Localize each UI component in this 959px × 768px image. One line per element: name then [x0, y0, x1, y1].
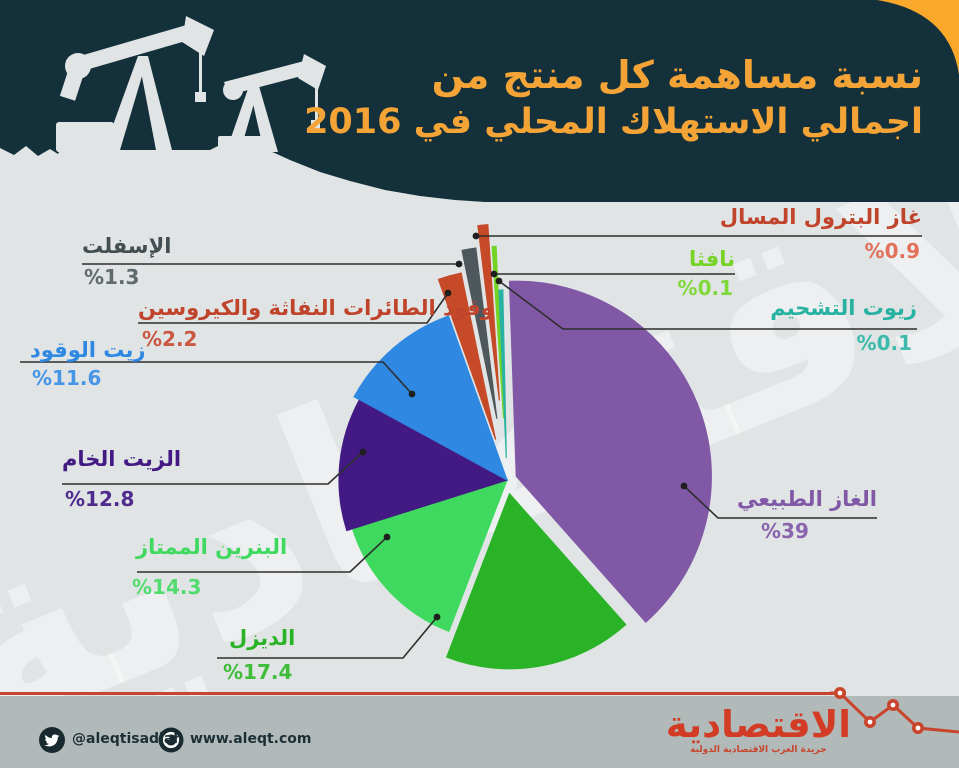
- trend-dots: [834, 687, 924, 734]
- pie-slice-jet-fuel-kerosene[interactable]: [437, 272, 497, 440]
- callout-line-diesel: [217, 616, 438, 659]
- logo-wordmark: الاقتصادية: [665, 703, 852, 746]
- footer-bar: [0, 696, 959, 768]
- twitter-handle[interactable]: @aleqtisadiah: [72, 731, 184, 747]
- callout-line-natural-gas: [683, 485, 877, 519]
- pie-slice-lubricating-oils[interactable]: [498, 289, 507, 459]
- globe-icon[interactable]: [158, 727, 184, 753]
- callout-dot-crude-oil: [359, 448, 367, 456]
- trend-line-decoration: [830, 687, 959, 734]
- callout-dot-asphalt: [455, 260, 463, 268]
- pie-slice-crude-oil[interactable]: [338, 398, 509, 532]
- callout-line-fuel-oil: [20, 361, 413, 395]
- callout-dot-jet-fuel-kerosene: [444, 289, 452, 297]
- pie-slice-naphtha[interactable]: [491, 245, 505, 419]
- pumpjack-icon-large: [56, 16, 214, 152]
- callout-dot-premium-gasoline: [383, 533, 391, 541]
- pumpjack-icon-small: [218, 54, 326, 152]
- publisher-logo: الاقتصادية جريدة العرب الاقتصادية الدولي…: [665, 703, 852, 755]
- callout-dot-fuel-oil: [408, 390, 416, 398]
- pie-slice-natural-gas[interactable]: [508, 280, 712, 623]
- callout-dot-naphtha: [490, 270, 498, 278]
- ground-silhouette: [0, 136, 530, 214]
- callout-dot-lpg: [472, 232, 480, 240]
- callout-line-crude-oil: [62, 451, 364, 485]
- callout-dot-natural-gas: [680, 482, 688, 490]
- social-icons: [39, 727, 184, 753]
- header-banner: [0, 0, 959, 214]
- callout-dot-diesel: [433, 613, 441, 621]
- title-line-1: نسبة مساهمة كل منتج من: [431, 53, 923, 97]
- oilfield-silhouette: [0, 16, 530, 214]
- footer-accent-line: [0, 692, 846, 695]
- page-title: نسبة مساهمة كل منتج من اجمالي الاستهلاك …: [304, 50, 923, 143]
- callout-line-jet-fuel-kerosene: [138, 292, 449, 324]
- pie-slice-lpg[interactable]: [477, 224, 500, 401]
- logo-tagline: جريدة العرب الاقتصادية الدولية: [690, 744, 827, 755]
- callout-line-lubricating-oils: [498, 280, 917, 330]
- twitter-icon[interactable]: [39, 727, 65, 753]
- callout-dot-lubricating-oils: [495, 277, 503, 285]
- website-url[interactable]: www.aleqt.com: [190, 731, 312, 747]
- callout-line-premium-gasoline: [137, 536, 388, 573]
- pie-slice-diesel[interactable]: [445, 492, 627, 670]
- pie-slice-asphalt[interactable]: [461, 247, 498, 419]
- title-line-2: اجمالي الاستهلاك المحلي في 2016: [304, 102, 923, 143]
- pie-slice-fuel-oil[interactable]: [353, 315, 509, 482]
- pie-slice-premium-gasoline[interactable]: [351, 479, 509, 632]
